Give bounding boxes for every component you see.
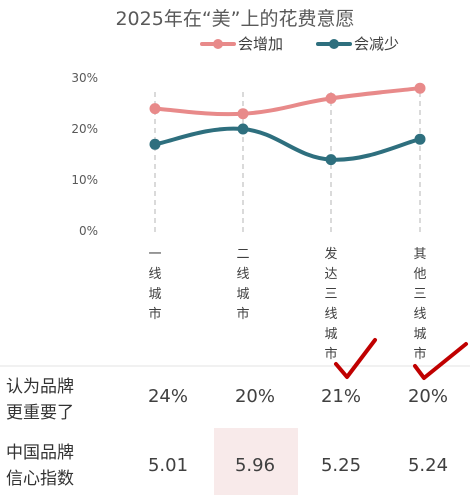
table-cell: 20% — [235, 386, 275, 407]
y-tick-label: 30% — [71, 71, 98, 85]
y-tick-label: 10% — [71, 173, 98, 187]
table-cell: 5.25 — [321, 455, 361, 476]
y-tick-label: 0% — [79, 224, 98, 238]
table-cell: 5.01 — [148, 455, 188, 476]
table-cell: 5.24 — [408, 455, 448, 476]
series-line-decrease — [153, 126, 422, 162]
highlight-cell — [214, 428, 298, 495]
table-cell: 21% — [321, 386, 361, 407]
table-cell: 24% — [148, 386, 188, 407]
x-tick-label: 二线城市 — [236, 247, 249, 322]
x-tick-label: 发达三线城市 — [324, 246, 337, 362]
chart-title: 2025年在“美”上的花费意愿 — [115, 8, 354, 30]
y-tick-label: 20% — [71, 122, 98, 136]
check-mark-icon — [334, 338, 377, 379]
x-tick-label: 其他三线城市 — [413, 247, 426, 362]
table-row-confidence-index: 中国品牌 信心指数 5.01 5.96 5.25 5.24 — [6, 443, 448, 489]
data-point — [149, 103, 161, 115]
x-axis-categories: 一线城市 二线城市 发达三线城市 其他三线城市 — [148, 246, 426, 362]
legend-item-decrease: 会减少 — [316, 35, 399, 53]
row-label-line: 信心指数 — [6, 469, 74, 489]
table-cell: 20% — [408, 386, 448, 407]
row-label-line: 更重要了 — [6, 403, 74, 423]
legend: 会增加 会减少 — [200, 35, 399, 53]
y-axis: 30% 20% 10% 0% — [71, 71, 98, 238]
data-point — [325, 92, 337, 104]
data-point — [325, 154, 337, 166]
legend-label-increase: 会增加 — [238, 35, 283, 53]
legend-label-decrease: 会减少 — [354, 35, 399, 53]
legend-marker-decrease — [329, 39, 339, 49]
legend-item-increase: 会增加 — [200, 35, 283, 53]
category-guides — [154, 92, 421, 234]
data-point — [149, 138, 161, 150]
x-tick-label: 一线城市 — [148, 247, 161, 322]
table-cell: 5.96 — [235, 455, 275, 476]
row-label-line: 中国品牌 — [6, 443, 74, 463]
legend-marker-increase — [213, 39, 223, 49]
series — [149, 82, 426, 166]
table-row-brand-importance: 认为品牌 更重要了 24% 20% 21% 20% — [6, 377, 448, 423]
series-line-increase — [153, 86, 422, 117]
data-point — [237, 108, 249, 120]
row-label-line: 认为品牌 — [6, 377, 74, 397]
data-point — [414, 82, 426, 94]
check-mark-icon — [413, 342, 468, 380]
data-point — [414, 133, 426, 145]
data-point — [237, 123, 249, 135]
